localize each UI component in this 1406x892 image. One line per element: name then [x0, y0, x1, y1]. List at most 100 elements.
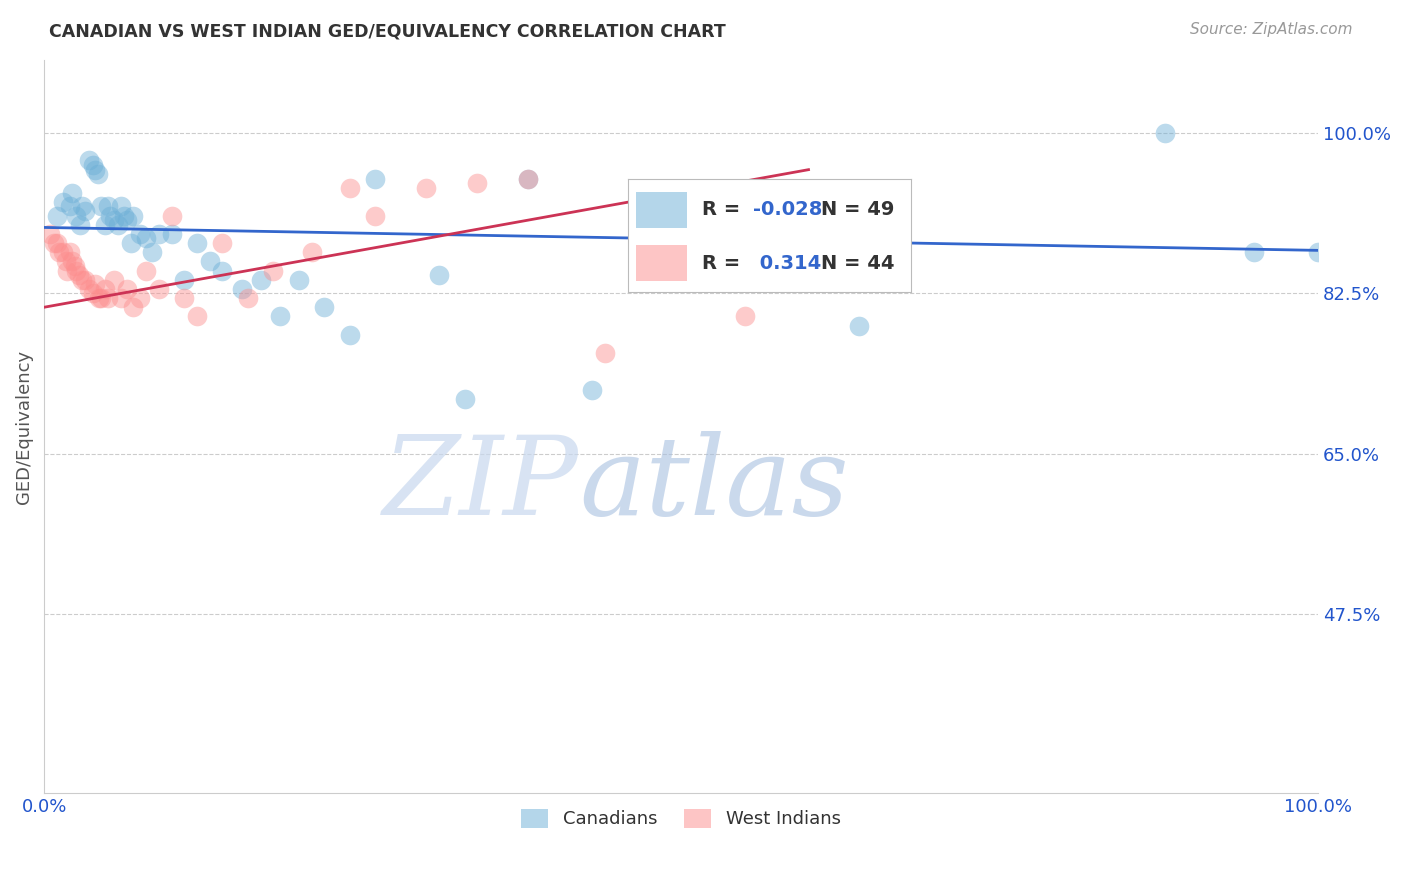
Point	[288, 273, 311, 287]
Point	[65, 209, 87, 223]
Point	[82, 158, 104, 172]
Point	[94, 282, 117, 296]
Point	[98, 209, 121, 223]
Point	[115, 213, 138, 227]
Point	[56, 263, 79, 277]
Point	[1243, 245, 1265, 260]
Point	[110, 291, 132, 305]
Point	[364, 209, 387, 223]
Point	[48, 245, 70, 260]
Point	[122, 209, 145, 223]
Point	[77, 282, 100, 296]
Text: -0.028: -0.028	[752, 201, 823, 219]
Text: CANADIAN VS WEST INDIAN GED/EQUIVALENCY CORRELATION CHART: CANADIAN VS WEST INDIAN GED/EQUIVALENCY …	[49, 22, 725, 40]
Point	[339, 327, 361, 342]
Point	[211, 235, 233, 250]
Point	[45, 209, 67, 223]
Point	[517, 171, 540, 186]
Point	[44, 235, 66, 250]
Text: ZIP: ZIP	[384, 432, 579, 539]
Point	[669, 273, 692, 287]
Point	[90, 291, 112, 305]
Point	[173, 273, 195, 287]
Point	[141, 245, 163, 260]
Point	[262, 263, 284, 277]
Point	[112, 209, 135, 223]
Point	[84, 277, 107, 292]
Point	[1154, 126, 1177, 140]
Point	[110, 199, 132, 213]
Text: N = 49: N = 49	[821, 201, 894, 219]
Point	[186, 235, 208, 250]
Text: R =: R =	[702, 253, 740, 273]
Point	[69, 218, 91, 232]
Point	[1308, 245, 1330, 260]
Point	[94, 218, 117, 232]
Point	[160, 209, 183, 223]
Point	[73, 273, 96, 287]
Point	[60, 254, 83, 268]
Text: Source: ZipAtlas.com: Source: ZipAtlas.com	[1189, 22, 1353, 37]
Point	[848, 318, 870, 333]
Point	[63, 259, 86, 273]
Point	[236, 291, 259, 305]
Point	[55, 254, 77, 268]
Text: 0.314: 0.314	[752, 253, 821, 273]
Point	[135, 263, 157, 277]
Point	[364, 171, 387, 186]
Bar	[637, 245, 688, 281]
Point	[823, 190, 845, 204]
Point	[103, 273, 125, 287]
Point	[58, 199, 80, 213]
Legend: Canadians, West Indians: Canadians, West Indians	[515, 802, 848, 836]
Point	[39, 227, 62, 241]
Point	[103, 213, 125, 227]
Point	[72, 199, 94, 213]
Point	[734, 310, 756, 324]
Point	[52, 194, 75, 209]
Point	[107, 218, 129, 232]
Point	[231, 282, 253, 296]
Point	[45, 235, 67, 250]
Point	[120, 235, 142, 250]
Point	[148, 227, 170, 241]
Point	[415, 181, 437, 195]
Point	[198, 254, 221, 268]
Point	[87, 291, 110, 305]
Point	[427, 268, 450, 282]
Point	[581, 383, 603, 397]
Point	[135, 231, 157, 245]
Point	[72, 273, 94, 287]
Point	[797, 273, 820, 287]
Text: R =: R =	[702, 201, 740, 219]
Point	[52, 245, 75, 260]
Point	[122, 300, 145, 314]
Point	[67, 268, 90, 282]
Point	[314, 300, 336, 314]
Point	[657, 263, 679, 277]
Point	[339, 181, 361, 195]
Point	[593, 346, 616, 360]
Point	[173, 291, 195, 305]
Point	[90, 199, 112, 213]
Point	[249, 273, 271, 287]
Point	[269, 310, 291, 324]
Bar	[637, 192, 688, 227]
Point	[77, 153, 100, 168]
Y-axis label: GED/Equivalency: GED/Equivalency	[15, 350, 32, 504]
Point	[86, 167, 108, 181]
Point	[97, 291, 120, 305]
Point	[58, 245, 80, 260]
Point	[148, 282, 170, 296]
Point	[128, 291, 150, 305]
Point	[115, 282, 138, 296]
Point	[60, 186, 83, 200]
Point	[517, 171, 540, 186]
Text: atlas: atlas	[579, 432, 849, 539]
Point	[301, 245, 323, 260]
Point	[82, 286, 104, 301]
Point	[128, 227, 150, 241]
Point	[84, 162, 107, 177]
Point	[73, 203, 96, 218]
Point	[97, 199, 120, 213]
